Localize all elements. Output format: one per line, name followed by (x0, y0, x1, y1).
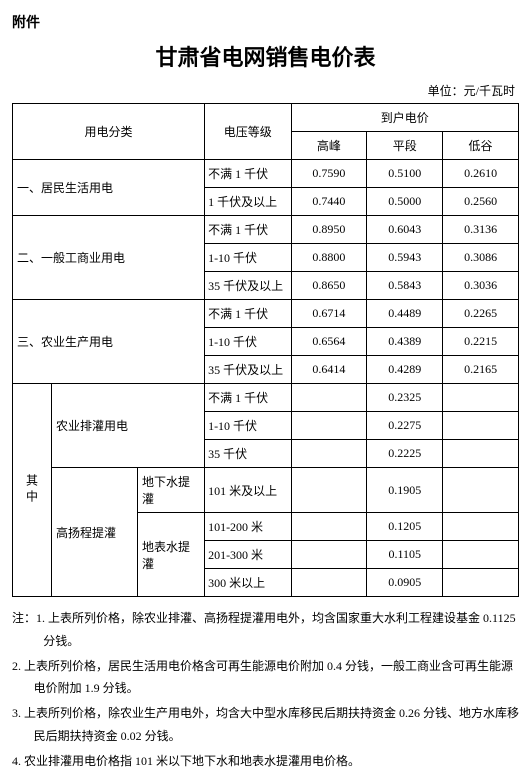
note-1-text: 1. 上表所列价格，除农业排灌、高扬程提灌用电外，均含国家重大水利工程建设基金 … (36, 611, 516, 648)
note-1: 注：1. 上表所列价格，除农业排灌、高扬程提灌用电外，均含国家重大水利工程建设基… (12, 607, 519, 653)
attachment-label: 附件 (12, 12, 519, 32)
surface-label: 地表水提灌 (137, 513, 204, 597)
notes-section: 注：1. 上表所列价格，除农业排灌、高扬程提灌用电外，均含国家重大水利工程建设基… (12, 607, 519, 770)
header-peak: 高峰 (291, 132, 367, 160)
cat3-r2-volt: 1-10 千伏 (205, 328, 291, 356)
notes-prefix: 注： (12, 611, 36, 625)
hl-r4-flat: 0.0905 (367, 569, 443, 597)
cat3-r3-volt: 35 千伏及以上 (205, 356, 291, 384)
hl-r2-valley (443, 513, 519, 541)
note-4: 4. 农业排灌用电价格指 101 米以下地下水和地表水提灌用电价格。 (12, 750, 519, 770)
hl-r4-valley (443, 569, 519, 597)
ir-r2-volt: 1-10 千伏 (205, 412, 291, 440)
category-1: 一、居民生活用电 (13, 160, 205, 216)
hl-r1-valley (443, 468, 519, 513)
ir-r1-volt: 不满 1 千伏 (205, 384, 291, 412)
cat2-r3-valley: 0.3036 (443, 272, 519, 300)
hl-r4-peak (291, 569, 367, 597)
hl-r3-volt: 201-300 米 (205, 541, 291, 569)
hl-r4-volt: 300 米以上 (205, 569, 291, 597)
cat1-r2-volt: 1 千伏及以上 (205, 188, 291, 216)
cat3-r2-peak: 0.6564 (291, 328, 367, 356)
note-2: 2. 上表所列价格，居民生活用电价格含可再生能源电价附加 0.4 分钱，一般工商… (12, 655, 519, 701)
cat2-r1-valley: 0.3136 (443, 216, 519, 244)
header-voltage: 电压等级 (205, 104, 291, 160)
cat1-r1-peak: 0.7590 (291, 160, 367, 188)
hl-r3-valley (443, 541, 519, 569)
cat3-r1-valley: 0.2265 (443, 300, 519, 328)
cat3-r1-volt: 不满 1 千伏 (205, 300, 291, 328)
unit-label: 单位：元/千瓦时 (12, 82, 519, 99)
cat2-r2-valley: 0.3086 (443, 244, 519, 272)
ir-r2-flat: 0.2275 (367, 412, 443, 440)
highlift-label: 高扬程提灌 (52, 468, 138, 597)
hl-r2-flat: 0.1205 (367, 513, 443, 541)
ir-r3-peak (291, 440, 367, 468)
underground-label: 地下水提灌 (137, 468, 204, 513)
cat1-r1-valley: 0.2610 (443, 160, 519, 188)
ir-r1-valley (443, 384, 519, 412)
cat2-r1-volt: 不满 1 千伏 (205, 216, 291, 244)
hl-r2-peak (291, 513, 367, 541)
cat2-r3-peak: 0.8650 (291, 272, 367, 300)
cat2-r2-peak: 0.8800 (291, 244, 367, 272)
cat1-r2-peak: 0.7440 (291, 188, 367, 216)
header-flat: 平段 (367, 132, 443, 160)
hl-r1-flat: 0.1905 (367, 468, 443, 513)
cat2-r2-flat: 0.5943 (367, 244, 443, 272)
cat3-r1-flat: 0.4489 (367, 300, 443, 328)
cat1-r2-flat: 0.5000 (367, 188, 443, 216)
cat2-r1-flat: 0.6043 (367, 216, 443, 244)
cat3-r1-peak: 0.6714 (291, 300, 367, 328)
cat2-r3-flat: 0.5843 (367, 272, 443, 300)
page-title: 甘肃省电网销售电价表 (12, 40, 519, 72)
cat3-r2-flat: 0.4389 (367, 328, 443, 356)
cat2-r1-peak: 0.8950 (291, 216, 367, 244)
header-valley: 低谷 (443, 132, 519, 160)
cat3-r3-peak: 0.6414 (291, 356, 367, 384)
hl-r3-flat: 0.1105 (367, 541, 443, 569)
header-category: 用电分类 (13, 104, 205, 160)
hl-r3-peak (291, 541, 367, 569)
cat3-r2-valley: 0.2215 (443, 328, 519, 356)
header-household: 到户电价 (291, 104, 518, 132)
ir-r2-peak (291, 412, 367, 440)
cat1-r1-volt: 不满 1 千伏 (205, 160, 291, 188)
cat1-r1-flat: 0.5100 (367, 160, 443, 188)
cat2-r3-volt: 35 千伏及以上 (205, 272, 291, 300)
category-2: 二、一般工商业用电 (13, 216, 205, 300)
ir-r3-volt: 35 千伏 (205, 440, 291, 468)
ir-r3-flat: 0.2225 (367, 440, 443, 468)
cat1-r2-valley: 0.2560 (443, 188, 519, 216)
irrigation-label: 农业排灌用电 (52, 384, 205, 468)
ir-r2-valley (443, 412, 519, 440)
hl-r2-volt: 101-200 米 (205, 513, 291, 541)
ir-r3-valley (443, 440, 519, 468)
note-3: 3. 上表所列价格，除农业生产用电外，均含大中型水库移民后期扶持资金 0.26 … (12, 702, 519, 748)
sub-group-label: 其中 (13, 384, 52, 597)
hl-r1-volt: 101 米及以上 (205, 468, 291, 513)
category-3: 三、农业生产用电 (13, 300, 205, 384)
ir-r1-peak (291, 384, 367, 412)
cat3-r3-flat: 0.4289 (367, 356, 443, 384)
cat2-r2-volt: 1-10 千伏 (205, 244, 291, 272)
ir-r1-flat: 0.2325 (367, 384, 443, 412)
hl-r1-peak (291, 468, 367, 513)
price-table: 用电分类 电压等级 到户电价 高峰 平段 低谷 一、居民生活用电 不满 1 千伏… (12, 103, 519, 597)
cat3-r3-valley: 0.2165 (443, 356, 519, 384)
